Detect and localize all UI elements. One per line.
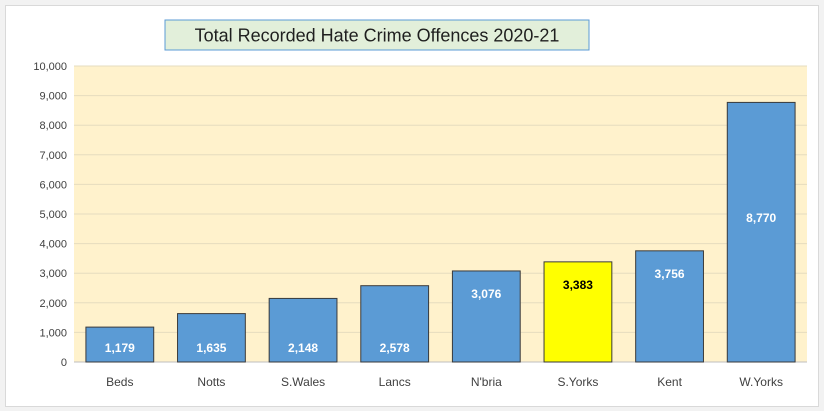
data-label: 8,770: [746, 211, 776, 225]
bar-beds: [85, 326, 155, 363]
data-label: 3,383: [563, 278, 593, 292]
y-tick-label: 3,000: [39, 268, 67, 280]
y-tick-label: 10,000: [33, 61, 67, 73]
data-label: 2,148: [288, 341, 318, 355]
chart-frame: 0 1,000 2,000 3,000 4,000 5,000 6,000 7,000 8,00…: [5, 5, 819, 407]
data-label: 3,076: [471, 287, 501, 301]
y-tick-label: 5,000: [39, 209, 67, 221]
x-category-label: N'bria: [471, 375, 502, 389]
y-tick-label: 8,000: [39, 120, 67, 132]
x-category-label: Notts: [197, 375, 225, 389]
data-label: 1,635: [196, 341, 226, 355]
y-tick-label: 4,000: [39, 239, 67, 251]
data-label: 1,179: [105, 341, 135, 355]
y-tick-label: 9,000: [39, 91, 67, 103]
x-category-label: Beds: [106, 375, 133, 389]
data-label: 2,578: [380, 341, 410, 355]
bar-s-yorks: [543, 261, 613, 363]
x-category-label: S.Yorks: [557, 375, 598, 389]
bars: [85, 101, 796, 363]
bar-lancs: [360, 285, 430, 363]
data-labels: 1,179 1,635 2,148 2,578 3,076 3,383 3,756 8,770: [105, 211, 777, 355]
y-tick-label: 1,000: [39, 327, 67, 339]
y-tick-label: 7,000: [39, 150, 67, 162]
bar-chart: 0 1,000 2,000 3,000 4,000 5,000 6,000 7,000 8,00…: [33, 19, 807, 389]
bar-notts: [177, 313, 246, 363]
bar-s-wales: [268, 297, 338, 363]
chart-title-box: [164, 19, 590, 51]
bar-kent: [635, 250, 704, 363]
bar-n-bria: [451, 270, 521, 363]
x-axis-category-labels: Beds Notts S.Wales Lancs N'bria S.Yorks Kent W.…: [106, 375, 783, 389]
y-tick-label: 0: [61, 357, 67, 369]
y-axis-tick-labels: 0 1,000 2,000 3,000 4,000 5,000 6,000 7,000 8,00…: [33, 61, 67, 369]
y-tick-label: 6,000: [39, 179, 67, 191]
gridlines: [74, 65, 807, 363]
bar-w-yorks: [726, 101, 796, 363]
x-category-label: W.Yorks: [739, 375, 783, 389]
x-category-label: Lancs: [379, 375, 411, 389]
data-label: 3,756: [655, 267, 685, 281]
chart-title: Total Recorded Hate Crime Offences 2020-…: [195, 26, 560, 46]
x-category-label: S.Wales: [281, 375, 325, 389]
x-category-label: Kent: [657, 375, 682, 389]
y-tick-label: 2,000: [39, 298, 67, 310]
